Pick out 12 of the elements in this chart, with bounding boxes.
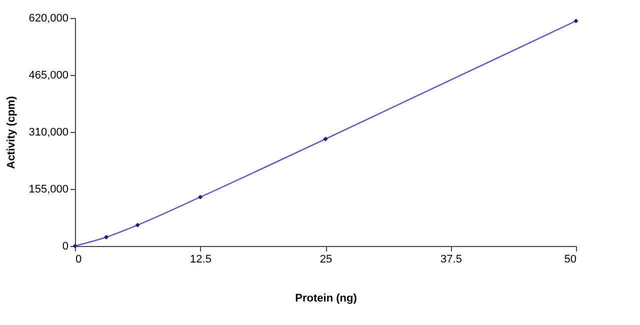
- x-tick-label: 0: [76, 254, 82, 266]
- y-tick-label: 155,000: [28, 184, 68, 196]
- y-axis-title: Activity (cpm): [6, 96, 18, 169]
- x-tick-label: 37.5: [440, 254, 462, 266]
- x-tick-label: 12.5: [190, 254, 212, 266]
- y-tick-label: 465,000: [28, 70, 68, 82]
- x-axis-title: Protein (ng): [295, 292, 358, 304]
- y-tick-label: 310,000: [28, 126, 68, 138]
- x-tick-label: 25: [320, 254, 332, 266]
- x-tick-label: 50: [564, 254, 576, 266]
- y-tick-label: 620,000: [28, 12, 68, 24]
- y-tick-label: 0: [62, 240, 68, 252]
